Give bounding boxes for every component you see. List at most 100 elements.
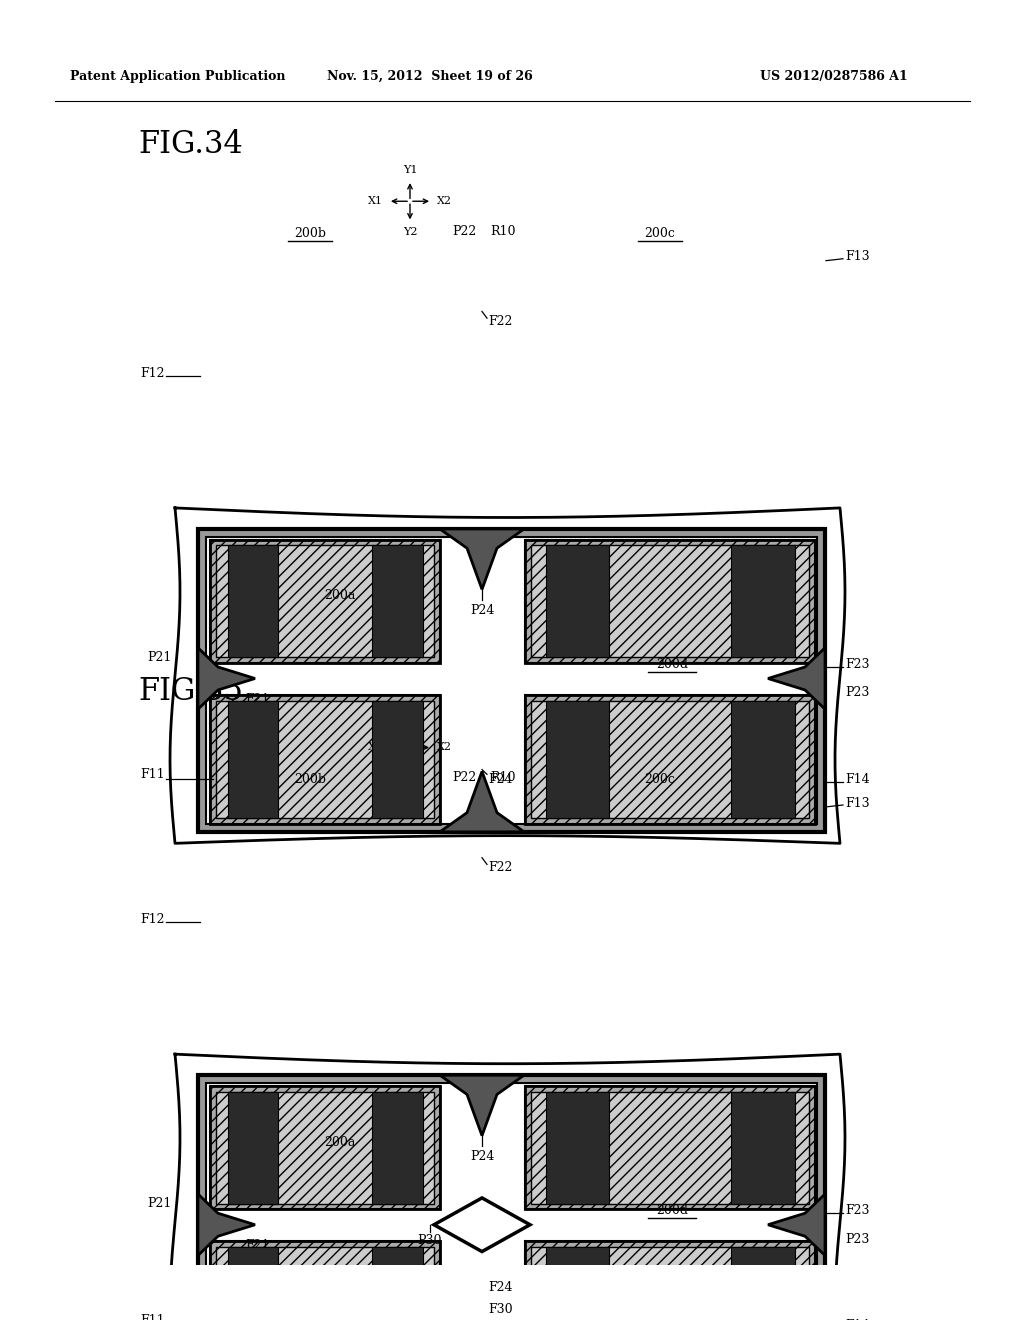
Bar bbox=[372, 545, 423, 657]
Bar bbox=[210, 694, 440, 824]
Bar bbox=[198, 529, 825, 832]
Text: F11: F11 bbox=[140, 1315, 165, 1320]
Text: F13: F13 bbox=[845, 251, 869, 263]
Text: Y1: Y1 bbox=[402, 165, 417, 176]
Text: 200d: 200d bbox=[656, 1204, 688, 1217]
Bar bbox=[546, 701, 609, 818]
Text: F14: F14 bbox=[845, 772, 869, 785]
Text: P21: P21 bbox=[147, 651, 172, 664]
Bar bbox=[525, 1086, 815, 1209]
Text: US 2012/0287586 A1: US 2012/0287586 A1 bbox=[760, 70, 907, 83]
Bar bbox=[210, 540, 440, 663]
Text: 200a: 200a bbox=[325, 589, 355, 602]
Text: F13: F13 bbox=[845, 796, 869, 809]
Bar bbox=[731, 701, 795, 818]
Text: F12: F12 bbox=[140, 913, 165, 927]
Bar bbox=[210, 1086, 440, 1209]
Text: F24: F24 bbox=[488, 772, 512, 785]
Bar bbox=[531, 701, 809, 818]
Bar bbox=[531, 1092, 809, 1204]
Text: Nov. 15, 2012  Sheet 19 of 26: Nov. 15, 2012 Sheet 19 of 26 bbox=[327, 70, 532, 83]
Polygon shape bbox=[768, 648, 825, 709]
Text: 200a: 200a bbox=[325, 1135, 355, 1148]
Text: F22: F22 bbox=[488, 314, 512, 327]
Text: X1: X1 bbox=[368, 197, 383, 206]
Text: F21: F21 bbox=[245, 1239, 269, 1253]
Bar bbox=[372, 1092, 423, 1204]
Text: P30: P30 bbox=[418, 1234, 442, 1247]
Text: Patent Application Publication: Patent Application Publication bbox=[70, 70, 286, 83]
Text: F21: F21 bbox=[245, 693, 269, 706]
Bar bbox=[227, 545, 279, 657]
Text: Y2: Y2 bbox=[402, 774, 417, 783]
Text: FIG.34: FIG.34 bbox=[138, 129, 243, 160]
Text: R10: R10 bbox=[490, 224, 515, 238]
Text: R10: R10 bbox=[490, 771, 515, 784]
Bar bbox=[216, 1092, 434, 1204]
Bar bbox=[531, 545, 809, 657]
Bar bbox=[216, 1247, 434, 1320]
FancyBboxPatch shape bbox=[525, 1086, 815, 1209]
Bar bbox=[206, 1082, 817, 1320]
Bar bbox=[546, 1247, 609, 1320]
Bar bbox=[372, 701, 423, 818]
FancyBboxPatch shape bbox=[525, 694, 815, 824]
Bar bbox=[372, 1247, 423, 1320]
Bar bbox=[731, 545, 795, 657]
Text: Y2: Y2 bbox=[402, 227, 417, 238]
Bar bbox=[525, 540, 815, 663]
Text: F23: F23 bbox=[845, 1204, 869, 1217]
Text: F30: F30 bbox=[488, 1303, 513, 1316]
Text: X1: X1 bbox=[368, 742, 383, 752]
Text: Y1: Y1 bbox=[402, 711, 417, 722]
Polygon shape bbox=[198, 1195, 255, 1255]
Bar bbox=[216, 545, 434, 657]
Text: F23: F23 bbox=[845, 657, 869, 671]
Text: X2: X2 bbox=[437, 197, 452, 206]
Text: 200c: 200c bbox=[644, 772, 676, 785]
FancyBboxPatch shape bbox=[210, 694, 440, 824]
Text: P22: P22 bbox=[453, 224, 477, 238]
Bar bbox=[546, 545, 609, 657]
Text: 200d: 200d bbox=[656, 657, 688, 671]
Bar bbox=[731, 1092, 795, 1204]
Text: P23: P23 bbox=[845, 686, 869, 700]
Polygon shape bbox=[768, 1195, 825, 1255]
Bar bbox=[531, 1247, 809, 1320]
Text: X2: X2 bbox=[437, 742, 452, 752]
Text: 200c: 200c bbox=[644, 227, 676, 240]
FancyBboxPatch shape bbox=[210, 1086, 440, 1209]
Polygon shape bbox=[434, 1199, 530, 1251]
Text: F11: F11 bbox=[140, 768, 165, 781]
Polygon shape bbox=[440, 1076, 524, 1135]
Bar bbox=[525, 694, 815, 824]
Bar bbox=[227, 1247, 279, 1320]
FancyBboxPatch shape bbox=[525, 540, 815, 663]
Polygon shape bbox=[440, 771, 524, 832]
Bar bbox=[525, 1241, 815, 1320]
Text: 200b: 200b bbox=[294, 772, 326, 785]
Text: F24: F24 bbox=[488, 1280, 512, 1294]
Bar bbox=[227, 701, 279, 818]
Text: P24: P24 bbox=[470, 603, 495, 616]
Text: P23: P23 bbox=[845, 1233, 869, 1246]
Text: 200b: 200b bbox=[294, 227, 326, 240]
Bar bbox=[206, 537, 817, 824]
Text: FIG.35: FIG.35 bbox=[138, 676, 243, 706]
Bar bbox=[227, 1092, 279, 1204]
Bar bbox=[546, 1092, 609, 1204]
FancyBboxPatch shape bbox=[210, 540, 440, 663]
Text: P21: P21 bbox=[147, 1197, 172, 1210]
Bar bbox=[731, 1247, 795, 1320]
Bar bbox=[198, 1076, 825, 1320]
Text: F22: F22 bbox=[488, 861, 512, 874]
FancyBboxPatch shape bbox=[210, 1241, 440, 1320]
Bar bbox=[216, 701, 434, 818]
Text: F12: F12 bbox=[140, 367, 165, 380]
Polygon shape bbox=[440, 529, 524, 589]
Polygon shape bbox=[198, 648, 255, 709]
Bar bbox=[210, 1241, 440, 1320]
Text: P22: P22 bbox=[453, 771, 477, 784]
FancyBboxPatch shape bbox=[525, 1241, 815, 1320]
Text: P24: P24 bbox=[470, 1150, 495, 1163]
